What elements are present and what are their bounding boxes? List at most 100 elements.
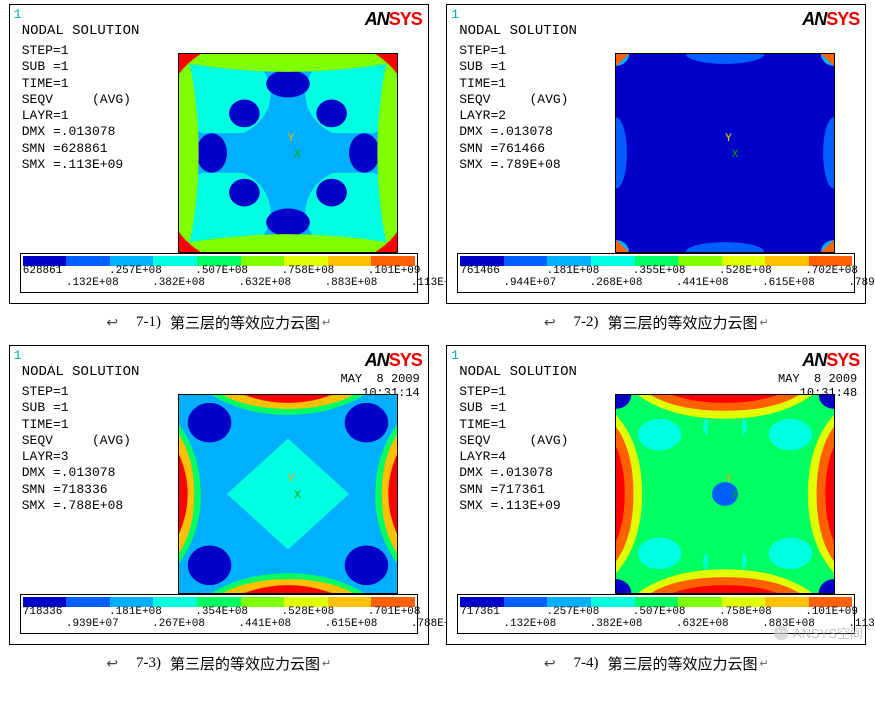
solution-meta: STEP=1 SUB =1 TIME=1 SEQV (AVG) LAYR=1 D… (22, 43, 131, 173)
solution-meta: STEP=1 SUB =1 TIME=1 SEQV (AVG) LAYR=2 D… (459, 43, 568, 173)
ansys-panel: 1 ANSYS NODAL SOLUTION STEP=1 SUB =1 TIME=1… (9, 4, 429, 304)
axis-x-label: X (294, 490, 301, 502)
panel-title: NODAL SOLUTION (22, 23, 140, 39)
legend-value: .944E+07 (503, 278, 556, 289)
legend-value: .939E+07 (66, 619, 119, 630)
caption-arrow-icon: ↩ (544, 655, 556, 672)
legend-value: .528E+08 (719, 266, 772, 277)
axis-y-label: Y (725, 133, 732, 145)
panel-title: NODAL SOLUTION (22, 364, 140, 380)
axis-x-label: X (294, 149, 301, 161)
legend-value: 761466 (460, 266, 500, 277)
panel-title: NODAL SOLUTION (459, 23, 577, 39)
color-legend: 718336 .181E+08 .354E+08 .528E+08 .701E+08 .9… (20, 594, 418, 634)
caption-mark-icon: ↵ (759, 657, 768, 670)
legend-value: .132E+08 (66, 278, 119, 289)
legend-value: .632E+08 (238, 278, 291, 289)
solution-meta: STEP=1 SUB =1 TIME=1 SEQV (AVG) LAYR=4 D… (459, 384, 568, 514)
ansys-panel: 1ANSYSNODAL SOLUTIONMAY 8 2009 10:31:48S… (446, 345, 866, 645)
caption-text: 第三层的等效应力云图 (607, 653, 757, 674)
axis-y-label: Y (288, 474, 295, 486)
legend-value: .615E+08 (762, 278, 815, 289)
panel-cell: 1ANSYSNODAL SOLUTIONSTEP=1 SUB =1 TIME=1… (442, 4, 872, 337)
caption-row: ↩ 7-2) 第三层的等效应力云图↵ (544, 312, 769, 333)
axis-x-label: X (732, 490, 739, 502)
color-legend: 628861.257E+08.507E+08.758E+08.101E+09.1… (20, 253, 418, 293)
legend-value: .507E+08 (633, 607, 686, 618)
caption-arrow-icon: ↩ (544, 314, 556, 331)
legend-value: .507E+08 (195, 266, 248, 277)
legend-value: .789E+08 (848, 278, 875, 289)
contour-plot: YX (615, 53, 835, 253)
axis-y-label: Y (725, 474, 732, 486)
wechat-icon (773, 625, 789, 641)
caption-text: 第三层的等效应力云图 (170, 312, 320, 333)
caption-row: ↩ 7-4) 第三层的等效应力云图↵ (544, 653, 769, 674)
logo-sys: SYS (826, 9, 859, 29)
caption-row: ↩7-3) 第三层的等效应力云图↵ (106, 653, 331, 674)
caption-number: 7-4) (574, 655, 599, 672)
contour-plot: YX (178, 53, 398, 253)
legend-value: .101E+09 (805, 607, 858, 618)
corner-index: 1 (14, 348, 22, 363)
legend-value: .701E+08 (368, 607, 421, 618)
legend-segment (504, 597, 548, 607)
corner-index: 1 (14, 7, 22, 22)
caption-number: 7-2) (574, 314, 599, 331)
legend-labels: 718336.181E+08.354E+08.528E+08.701E+08.9… (23, 607, 415, 633)
legend-value: .615E+08 (325, 619, 378, 630)
legend-value: .382E+08 (152, 278, 205, 289)
legend-value: .702E+08 (805, 266, 858, 277)
legend-value: .257E+08 (109, 266, 162, 277)
legend-segment (504, 256, 548, 266)
contour-plot: YX (615, 394, 835, 594)
caption-mark-icon: ↵ (759, 316, 768, 329)
caption-number: 7-3) (136, 655, 161, 672)
legend-value: .181E+08 (546, 266, 599, 277)
watermark: ANSYS空间 (773, 623, 863, 642)
legend-segment (328, 256, 372, 266)
caption-row: ↩ 7-1) 第三层的等效应力云图↵ (106, 312, 331, 333)
logo-an: AN (802, 9, 826, 29)
caption-arrow-icon: ↩ (106, 314, 118, 331)
legend-value: .257E+08 (546, 607, 599, 618)
ansys-panel: 1ANSYSNODAL SOLUTIONMAY 8 2009 10:31:14S… (9, 345, 429, 645)
panel-title: NODAL SOLUTION (459, 364, 577, 380)
logo-sys: SYS (826, 350, 859, 370)
legend-labels: 628861.257E+08.507E+08.758E+08.101E+09.1… (23, 266, 415, 292)
ansys-logo: ANSYS (802, 9, 859, 30)
contour-plot: YX (178, 394, 398, 594)
caption-mark-icon: ↵ (322, 316, 331, 329)
solution-meta: STEP=1 SUB =1 TIME=1 SEQV (AVG) LAYR=3 D… (22, 384, 131, 514)
legend-value: .268E+08 (590, 278, 643, 289)
legend-value: .528E+08 (281, 607, 334, 618)
caption-text: 第三层的等效应力云图 (170, 653, 320, 674)
corner-index: 1 (451, 348, 459, 363)
legend-value: .101E+09 (368, 266, 421, 277)
caption-text: 第三层的等效应力云图 (607, 312, 757, 333)
watermark-text: ANSYS空间 (793, 623, 863, 642)
legend-value: .758E+08 (719, 607, 772, 618)
legend-value: 628861 (23, 266, 63, 277)
legend-value: 718336 (23, 607, 63, 618)
color-legend: 761466 .181E+08 .355E+08 .528E+08 .702E+08 .9… (457, 253, 855, 293)
logo-an: AN (365, 350, 389, 370)
ansys-logo: ANSYS (365, 350, 422, 371)
panel-cell: 1ANSYSNODAL SOLUTIONMAY 8 2009 10:31:14S… (4, 345, 434, 678)
legend-value: .181E+08 (109, 607, 162, 618)
logo-sys: SYS (389, 9, 422, 29)
ansys-logo: ANSYS (802, 350, 859, 371)
legend-value: .355E+08 (633, 266, 686, 277)
legend-value: .354E+08 (195, 607, 248, 618)
ansys-logo: ANSYS (365, 9, 422, 30)
caption-number: 7-1) (136, 314, 161, 331)
legend-segment (66, 597, 110, 607)
legend-value: 717361 (460, 607, 500, 618)
logo-an: AN (802, 350, 826, 370)
logo-an: AN (365, 9, 389, 29)
caption-mark-icon: ↵ (322, 657, 331, 670)
legend-value: .441E+08 (238, 619, 291, 630)
logo-sys: SYS (389, 350, 422, 370)
ansys-panel: 1ANSYSNODAL SOLUTIONSTEP=1 SUB =1 TIME=1… (446, 4, 866, 304)
legend-value: .267E+08 (152, 619, 205, 630)
